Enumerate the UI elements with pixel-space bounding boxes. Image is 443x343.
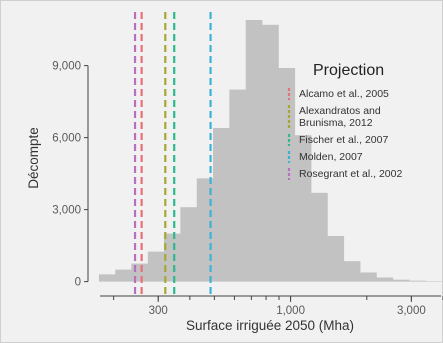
histogram-bar-0 (98, 274, 116, 282)
x-tick-label-0: 300 (149, 305, 168, 317)
x-axis: 300 1,000 3,000 (100, 295, 443, 317)
histogram-bar-16 (360, 272, 377, 282)
x-axis-title: Surface irriguée 2050 (Mha) (186, 318, 354, 333)
histogram-bar-18 (392, 279, 410, 282)
histogram-bar-2 (131, 263, 149, 282)
legend-label-4: Rosegrant et al., 2002 (299, 168, 402, 180)
histogram-bar-3 (147, 251, 165, 282)
histogram-bar-9 (245, 20, 263, 282)
projection-reference-lines (133, 12, 212, 296)
legend-label-1-line-1: Brunisma, 2012 (299, 117, 373, 129)
histogram-bar-17 (376, 277, 394, 282)
legend-label-1-line-0: Alexandratos and (299, 105, 381, 117)
y-tick-label-1: 3,000 (52, 205, 81, 217)
legend-label-3: Molden, 2007 (299, 151, 363, 163)
histogram-bar-11 (278, 68, 296, 282)
y-tick-label-0: 0 (75, 277, 81, 289)
x-tick-label-2: 3,000 (397, 305, 426, 317)
histogram-bar-13 (310, 192, 328, 282)
histogram-bars (98, 20, 443, 282)
histogram-bar-1 (115, 269, 132, 282)
y-tick-label-2: 6,000 (52, 133, 81, 145)
legend-label-0: Alcamo et al., 2005 (299, 88, 389, 100)
y-axis: 0 3,000 6,000 9,000 (52, 61, 89, 289)
histogram-bar-12 (294, 135, 312, 282)
histogram-bar-15 (343, 261, 361, 282)
histogram-bar-8 (229, 89, 247, 282)
histogram-bar-6 (196, 178, 214, 282)
histogram-bar-14 (327, 236, 345, 282)
histogram-bar-5 (180, 207, 198, 282)
histogram-bar-19 (409, 280, 426, 282)
y-tick-label-3: 9,000 (52, 61, 81, 73)
histogram-bar-4 (163, 233, 181, 282)
x-tick-label-1: 1,000 (276, 305, 305, 317)
legend-title: Projection (313, 62, 384, 79)
legend: Projection Alcamo et al., 2005 Alexandrat… (287, 62, 402, 180)
histogram-bar-10 (261, 24, 279, 282)
histogram-bar-7 (213, 128, 230, 282)
y-axis-title: Décompte (26, 127, 41, 189)
legend-label-2: Fischer et al., 2007 (299, 134, 388, 146)
